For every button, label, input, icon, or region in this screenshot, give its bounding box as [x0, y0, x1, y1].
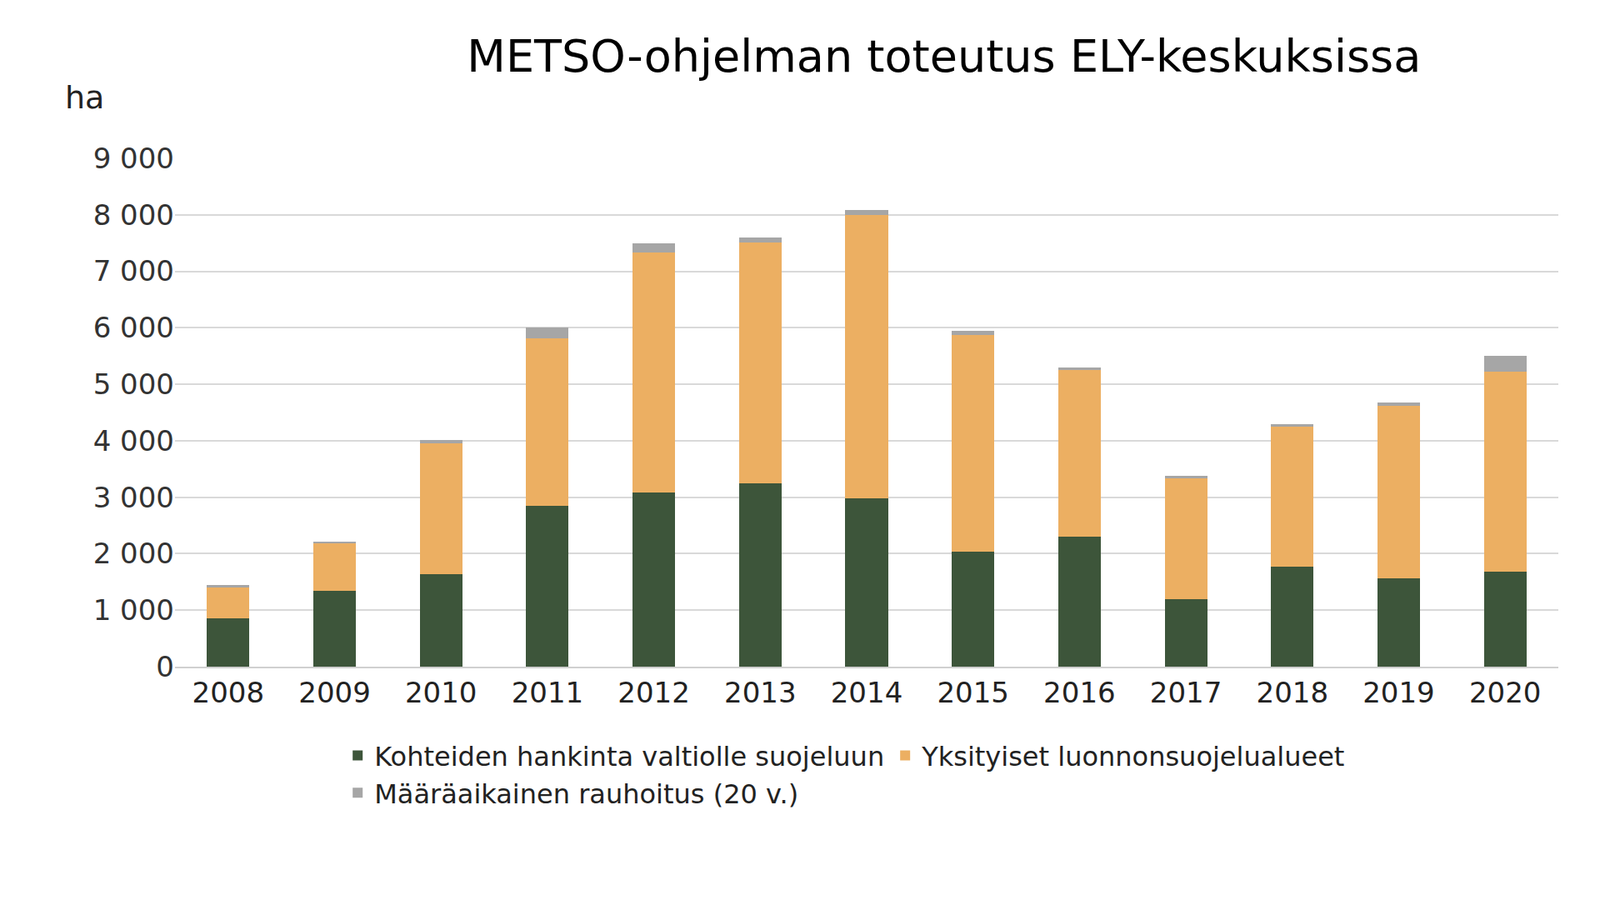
svg-text:9 000: 9 000: [93, 141, 175, 175]
svg-text:8 000: 8 000: [93, 198, 175, 232]
svg-text:2013: 2013: [724, 675, 797, 710]
svg-text:2012: 2012: [617, 675, 690, 710]
svg-text:1 000: 1 000: [93, 593, 175, 627]
svg-text:2016: 2016: [1043, 675, 1116, 710]
svg-text:2017: 2017: [1150, 675, 1223, 710]
svg-text:5 000: 5 000: [93, 367, 175, 401]
svg-text:2011: 2011: [511, 675, 585, 710]
svg-text:Yksityiset luonnonsuojelualuee: Yksityiset luonnonsuojelualueet: [920, 740, 1345, 773]
svg-text:2008: 2008: [192, 675, 265, 710]
svg-text:2020: 2020: [1469, 675, 1542, 710]
svg-text:7 000: 7 000: [93, 254, 175, 288]
svg-text:2018: 2018: [1256, 675, 1330, 710]
svg-text:Kohteiden hankinta valtiolle s: Kohteiden hankinta valtiolle suojeluun: [374, 740, 885, 773]
svg-text:2009: 2009: [298, 675, 371, 710]
svg-text:3 000: 3 000: [93, 480, 175, 515]
svg-text:6 000: 6 000: [93, 310, 175, 345]
svg-text:2015: 2015: [936, 675, 1010, 710]
svg-text:ha: ha: [65, 79, 105, 116]
svg-text:2019: 2019: [1362, 675, 1435, 710]
svg-text:Määräaikainen rauhoitus (20 v.: Määräaikainen rauhoitus (20 v.): [374, 778, 799, 810]
svg-text:2014: 2014: [830, 675, 904, 710]
svg-text:METSO-ohjelman toteutus ELY-ke: METSO-ohjelman toteutus ELY-keskuksissa: [466, 30, 1421, 83]
svg-text:2010: 2010: [405, 675, 478, 710]
svg-text:4 000: 4 000: [93, 424, 175, 458]
svg-text:2 000: 2 000: [93, 536, 175, 570]
svg-text:0: 0: [155, 650, 175, 684]
